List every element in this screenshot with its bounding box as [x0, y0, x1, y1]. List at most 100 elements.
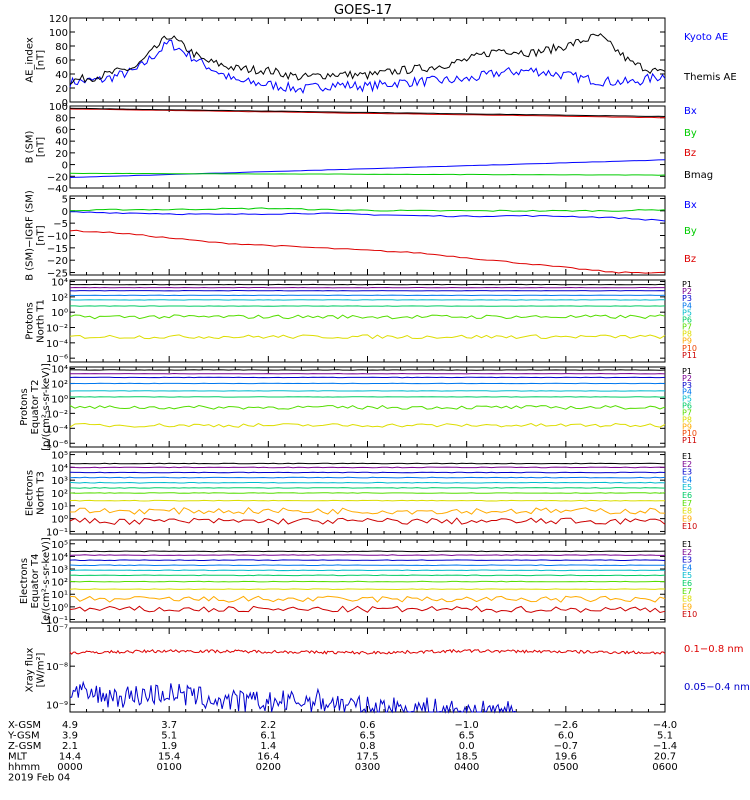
- channel-line-p2-7: [69, 422, 666, 428]
- legend-e1-e1: E1: [682, 452, 692, 461]
- channel-line-e1-0: [69, 462, 666, 465]
- ytick-6-5: 10⁰: [51, 603, 68, 614]
- ytick-5-4: 10¹: [51, 502, 68, 513]
- channel-line-e2-4: [69, 569, 666, 572]
- legend-e2-e10: E10: [682, 610, 697, 619]
- series-bx: [69, 211, 666, 222]
- ytick-6-2: 10³: [51, 565, 68, 576]
- footer-value: 14.4: [59, 752, 81, 763]
- legend-xray-0: 0.1−0.8 nm: [684, 644, 743, 655]
- ytick-0-2: 80: [55, 42, 68, 53]
- ytick-4-4: 10⁻⁴: [46, 424, 68, 435]
- ytick-1-3: 40: [55, 137, 68, 148]
- legend-p2-p5: P5: [682, 395, 692, 404]
- legend-p1-p10: P10: [682, 344, 697, 353]
- legend-p1-p2: P2: [682, 287, 692, 296]
- ytick-0-6: 0: [62, 98, 68, 109]
- legend-p2-p1: P1: [682, 367, 692, 376]
- series-bz: [69, 229, 666, 274]
- footer-ephemeris-table: X-GSM 4.9 3.7 2.2 0.6 −1.0 −2.6 −4.0 Y-GSM 3.9 5.1…: [7, 720, 678, 784]
- footer-value: 0.6: [360, 720, 376, 731]
- panel-p1: Protons North T1 10⁴ 10² 10⁰ 10⁻² 10⁻⁴ 10⁻⁶ P1P2…: [25, 278, 698, 366]
- ylabel-7-0: Xray flux: [25, 648, 36, 693]
- footer-value: 3.7: [161, 720, 177, 731]
- ytick-4-0: 10⁴: [51, 364, 68, 375]
- channel-line-e2-7: [69, 588, 666, 591]
- footer-value: 15.4: [158, 752, 180, 763]
- legend-p1-p7: P7: [682, 323, 692, 332]
- ytick-5-1: 10⁴: [51, 463, 68, 474]
- footer-value: 0.8: [360, 741, 376, 752]
- legend-e2-e2: E2: [682, 548, 692, 557]
- series-bz: [69, 108, 666, 119]
- ytick-6-6: 10⁻¹: [46, 615, 68, 626]
- legend-e2-e1: E1: [682, 540, 692, 549]
- panel-frame-2: [69, 195, 666, 276]
- panel-ae: AE_index [nT] 120 100 80 60 40 20 0 Kyoto AE Themi…: [25, 14, 737, 109]
- ytick-0-0: 120: [49, 14, 68, 25]
- footer-value: 16.4: [257, 752, 279, 763]
- series-kyoto-ae: [69, 39, 666, 94]
- ytick-6-1: 10⁴: [51, 552, 68, 563]
- channel-line-e2-0: [69, 550, 666, 553]
- footer-value: 5.1: [657, 731, 673, 742]
- ytick-2-5: −20: [47, 256, 68, 267]
- footer-value: −1.4: [653, 741, 677, 752]
- channel-line-p1-7: [69, 334, 666, 340]
- channel-line-e2-2: [69, 559, 666, 562]
- panel-frame-6: [69, 539, 666, 623]
- ytick-3-5: 10⁻⁶: [46, 354, 68, 365]
- footer-value: 6.1: [260, 731, 276, 742]
- ytick-4-1: 10²: [51, 379, 68, 390]
- ylabel-2-0: B (SM)−IGRF (SM): [25, 190, 36, 281]
- ytick-2-1: 0: [62, 207, 68, 218]
- panel-db: B (SM)−IGRF (SM) [nT] 5 0−5 −10−15−20 −25 Bx By…: [25, 190, 697, 281]
- legend-e1-e9: E9: [682, 514, 692, 523]
- ylabel-2-1: [nT]: [36, 225, 47, 245]
- series-bmag: [69, 107, 666, 117]
- ylabel-5-0: Electrons: [25, 470, 36, 516]
- legend-p1-p3: P3: [682, 294, 692, 303]
- series-by: [69, 172, 666, 176]
- footer-value: 0300: [355, 762, 380, 773]
- footer-date: 2019 Feb 04: [8, 773, 70, 784]
- legend-p1-p6: P6: [682, 315, 692, 324]
- channel-line-e1-1: [69, 466, 666, 469]
- footer-value: 0500: [553, 762, 578, 773]
- channel-line-e1-4: [69, 481, 666, 484]
- ylabel-3-1: North T1: [36, 299, 47, 343]
- ytick-2-0: 5: [62, 194, 68, 205]
- legend-by: By: [684, 226, 697, 237]
- footer-value: −4.0: [653, 720, 677, 731]
- series-by: [69, 207, 666, 212]
- footer-value: 1.4: [260, 741, 276, 752]
- footer-value: 17.5: [356, 752, 378, 763]
- footer-label-x-gsm: X-GSM: [8, 720, 41, 731]
- ytick-3-2: 10⁰: [51, 308, 68, 319]
- footer-value: 0600: [652, 762, 677, 773]
- panel-frame-4: [69, 366, 666, 448]
- ytick-1-7: −40: [47, 184, 68, 195]
- ytick-6-3: 10²: [51, 578, 68, 589]
- legend-p1-p4: P4: [682, 301, 692, 310]
- channel-line-e2-8: [69, 595, 666, 603]
- series-bx: [69, 159, 666, 178]
- footer-value: 0200: [256, 762, 281, 773]
- footer-value: 19.6: [555, 752, 577, 763]
- panel-frame-3: [69, 279, 666, 363]
- ylabel-4-0: Protons: [19, 388, 30, 425]
- figure-title: GOES-17: [334, 3, 392, 18]
- ytick-5-6: 10⁻¹: [46, 527, 68, 538]
- channel-line-e1-3: [69, 476, 666, 479]
- ytick-0-4: 40: [55, 70, 68, 81]
- ytick-2-3: −10: [47, 232, 68, 243]
- legend-e1-e4: E4: [682, 475, 692, 484]
- ytick-1-6: −20: [47, 172, 68, 183]
- legend-bx: Bx: [684, 106, 697, 117]
- ytick-2-4: −15: [47, 244, 68, 255]
- ytick-6-0: 10⁵: [51, 540, 68, 551]
- channel-line-e2-9: [69, 605, 666, 614]
